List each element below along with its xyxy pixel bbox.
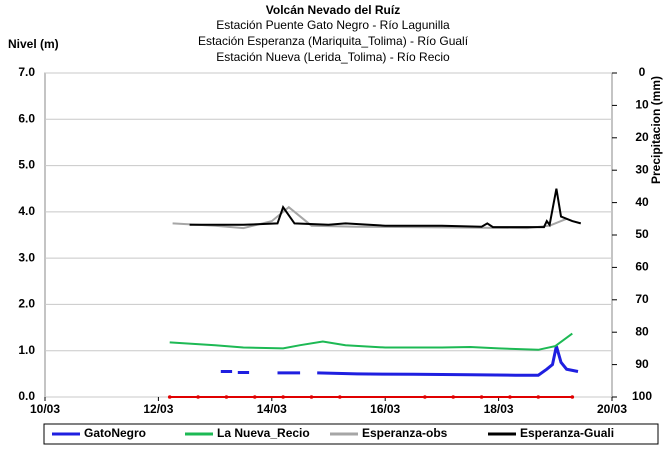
y2-tick-label: 50: [635, 227, 649, 241]
y-tick-label: 0.0: [18, 389, 35, 403]
y2-tick-label: 30: [635, 162, 649, 176]
x-tick-label: 12/03: [143, 402, 173, 416]
y2-tick-label: 100: [632, 389, 652, 403]
precip-point: [423, 395, 427, 399]
y2-tick-label: 80: [635, 324, 649, 338]
y2-tick-label: 10: [635, 98, 649, 112]
legend-label: GatoNegro: [84, 426, 146, 440]
y-tick-label: 1.0: [18, 343, 35, 357]
x-tick-label: 20/03: [597, 402, 627, 416]
y2-tick-label: 90: [635, 357, 649, 371]
chart-title: Volcán Nevado del Ruíz: [266, 3, 400, 17]
precip-point: [196, 395, 200, 399]
legend-label: Esperanza-Guali: [520, 426, 614, 440]
subtitle: Estación Nueva (Lerida_Tolima) - Río Rec…: [216, 50, 450, 64]
x-tick-label: 10/03: [30, 402, 60, 416]
y-axis-label: Nivel (m): [8, 37, 59, 51]
y2-tick-label: 20: [635, 130, 649, 144]
legend-label: Esperanza-obs: [362, 426, 448, 440]
subtitle: Estación Esperanza (Mariquita_Tolima) - …: [198, 34, 469, 48]
subtitle: Estación Puente Gato Negro - Río Lagunil…: [216, 18, 450, 32]
x-tick-label: 16/03: [370, 402, 400, 416]
precip-point: [570, 395, 575, 399]
series-line: [189, 188, 582, 229]
precip-point: [309, 395, 314, 399]
y-tick-label: 6.0: [18, 111, 35, 125]
precip-point: [281, 395, 285, 399]
precip-point: [224, 395, 229, 399]
legend-label: La Nueva_Recio: [217, 426, 310, 440]
y-tick-label: 3.0: [18, 250, 35, 264]
y2-axis-label: Precipitacion (mm): [649, 76, 663, 184]
precip-point: [536, 395, 541, 399]
series-line: [169, 332, 573, 351]
precip-point: [252, 395, 257, 399]
y2-tick-label: 0: [639, 65, 646, 79]
series-line: [220, 345, 579, 377]
precip-point: [338, 395, 342, 399]
precip-point: [167, 395, 172, 399]
precip-point: [479, 395, 484, 399]
y2-tick-label: 60: [635, 260, 649, 274]
y-tick-label: 5.0: [18, 158, 35, 172]
y-tick-label: 2.0: [18, 297, 35, 311]
precip-point: [451, 395, 456, 399]
y-tick-label: 7.0: [18, 65, 35, 79]
legend-box: [43, 423, 659, 445]
y2-tick-label: 70: [635, 292, 649, 306]
y2-tick-label: 40: [635, 195, 649, 209]
y-tick-label: 4.0: [18, 204, 35, 218]
x-tick-label: 18/03: [484, 402, 514, 416]
x-tick-label: 14/03: [257, 402, 287, 416]
precip-point: [508, 395, 512, 399]
